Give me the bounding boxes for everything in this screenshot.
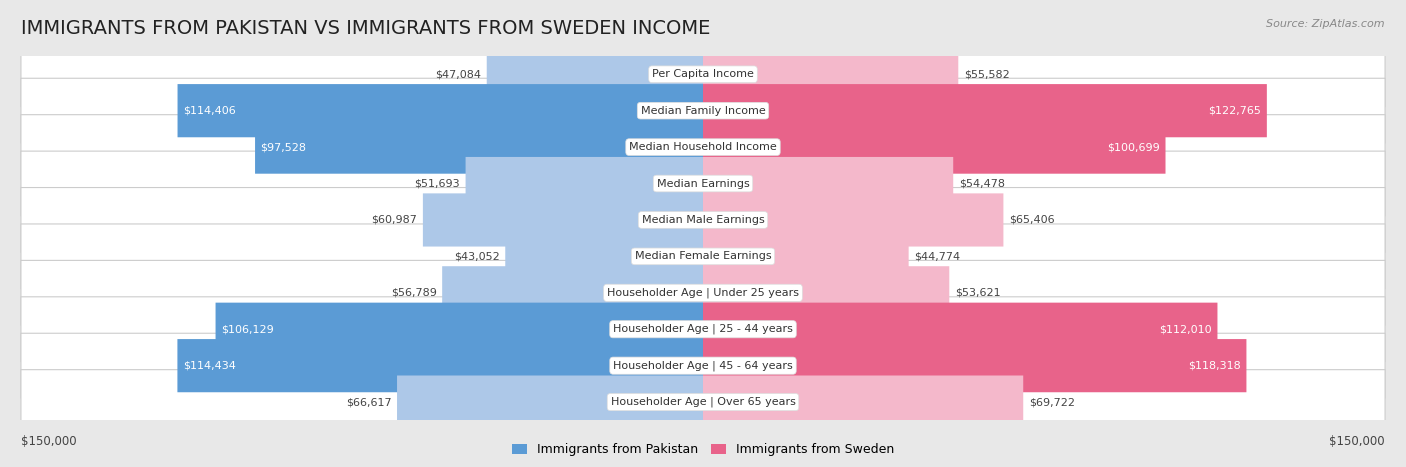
- FancyBboxPatch shape: [21, 42, 1385, 106]
- Text: $60,987: $60,987: [371, 215, 418, 225]
- FancyBboxPatch shape: [21, 224, 1385, 289]
- FancyBboxPatch shape: [703, 48, 959, 101]
- Text: $112,010: $112,010: [1160, 324, 1212, 334]
- Text: $150,000: $150,000: [21, 435, 77, 448]
- Text: Median Female Earnings: Median Female Earnings: [634, 251, 772, 262]
- Text: $51,693: $51,693: [415, 178, 460, 189]
- Text: Median Household Income: Median Household Income: [628, 142, 778, 152]
- Text: $97,528: $97,528: [260, 142, 307, 152]
- FancyBboxPatch shape: [423, 193, 703, 247]
- Text: $106,129: $106,129: [221, 324, 274, 334]
- FancyBboxPatch shape: [21, 297, 1385, 361]
- Text: $118,318: $118,318: [1188, 361, 1241, 371]
- Legend: Immigrants from Pakistan, Immigrants from Sweden: Immigrants from Pakistan, Immigrants fro…: [508, 439, 898, 461]
- FancyBboxPatch shape: [465, 157, 703, 210]
- Text: $100,699: $100,699: [1108, 142, 1160, 152]
- FancyBboxPatch shape: [703, 375, 1024, 429]
- FancyBboxPatch shape: [703, 84, 1267, 137]
- Text: $65,406: $65,406: [1010, 215, 1054, 225]
- FancyBboxPatch shape: [254, 120, 703, 174]
- Text: Source: ZipAtlas.com: Source: ZipAtlas.com: [1267, 19, 1385, 28]
- FancyBboxPatch shape: [703, 303, 1218, 356]
- FancyBboxPatch shape: [215, 303, 703, 356]
- Text: $56,789: $56,789: [391, 288, 437, 298]
- FancyBboxPatch shape: [703, 266, 949, 319]
- Text: $150,000: $150,000: [1329, 435, 1385, 448]
- Text: $44,774: $44,774: [914, 251, 960, 262]
- Text: $114,406: $114,406: [183, 106, 236, 116]
- Text: $55,582: $55,582: [963, 69, 1010, 79]
- Text: $66,617: $66,617: [346, 397, 391, 407]
- Text: $69,722: $69,722: [1029, 397, 1074, 407]
- Text: $43,052: $43,052: [454, 251, 499, 262]
- FancyBboxPatch shape: [396, 375, 703, 429]
- FancyBboxPatch shape: [441, 266, 703, 319]
- FancyBboxPatch shape: [703, 193, 1004, 247]
- FancyBboxPatch shape: [703, 120, 1166, 174]
- Text: $122,765: $122,765: [1209, 106, 1261, 116]
- FancyBboxPatch shape: [21, 188, 1385, 252]
- Text: $114,434: $114,434: [183, 361, 236, 371]
- Text: Per Capita Income: Per Capita Income: [652, 69, 754, 79]
- FancyBboxPatch shape: [21, 78, 1385, 143]
- Text: Householder Age | 45 - 64 years: Householder Age | 45 - 64 years: [613, 361, 793, 371]
- FancyBboxPatch shape: [703, 157, 953, 210]
- FancyBboxPatch shape: [703, 339, 1247, 392]
- Text: $53,621: $53,621: [955, 288, 1001, 298]
- Text: $54,478: $54,478: [959, 178, 1005, 189]
- FancyBboxPatch shape: [21, 261, 1385, 325]
- Text: Householder Age | Under 25 years: Householder Age | Under 25 years: [607, 288, 799, 298]
- Text: Median Family Income: Median Family Income: [641, 106, 765, 116]
- Text: Householder Age | 25 - 44 years: Householder Age | 25 - 44 years: [613, 324, 793, 334]
- FancyBboxPatch shape: [21, 115, 1385, 179]
- Text: IMMIGRANTS FROM PAKISTAN VS IMMIGRANTS FROM SWEDEN INCOME: IMMIGRANTS FROM PAKISTAN VS IMMIGRANTS F…: [21, 19, 710, 38]
- Text: Median Earnings: Median Earnings: [657, 178, 749, 189]
- FancyBboxPatch shape: [21, 151, 1385, 216]
- FancyBboxPatch shape: [703, 230, 908, 283]
- FancyBboxPatch shape: [177, 84, 703, 137]
- FancyBboxPatch shape: [177, 339, 703, 392]
- FancyBboxPatch shape: [505, 230, 703, 283]
- FancyBboxPatch shape: [21, 333, 1385, 398]
- FancyBboxPatch shape: [486, 48, 703, 101]
- Text: $47,084: $47,084: [436, 69, 481, 79]
- Text: Median Male Earnings: Median Male Earnings: [641, 215, 765, 225]
- FancyBboxPatch shape: [21, 370, 1385, 434]
- Text: Householder Age | Over 65 years: Householder Age | Over 65 years: [610, 397, 796, 407]
